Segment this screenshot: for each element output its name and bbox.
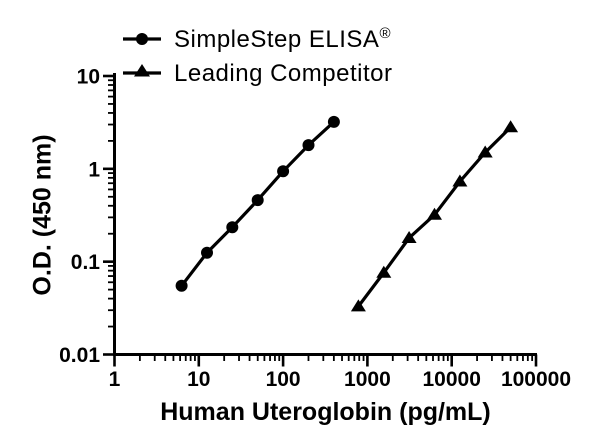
triangle-marker-leading-competitor (401, 231, 417, 243)
circle-series-marker-icon (123, 33, 161, 45)
x-tick-label: 100000 (501, 368, 571, 391)
circle-marker-simplestep-elisa (277, 165, 290, 178)
circle-marker-simplestep-elisa (251, 194, 264, 207)
legend-label-text: Leading Competitor (174, 59, 393, 87)
triangle-marker-leading-competitor (452, 174, 468, 187)
chart-legend: SimpleStep ELISA® Leading Competitor (123, 24, 392, 88)
y-tick-label: 1 (88, 158, 100, 181)
x-tick-label: 1000 (344, 368, 391, 391)
triangle-series-marker-icon (123, 64, 161, 77)
x-tick-label: 100 (266, 368, 301, 391)
y-tick-label: 0.1 (71, 251, 101, 274)
circle-marker-simplestep-elisa (175, 279, 188, 292)
x-tick-label: 10 (187, 368, 210, 391)
y-tick-label: 0.01 (59, 344, 100, 367)
circle-marker-simplestep-elisa (302, 139, 315, 152)
circle-marker-simplestep-elisa (226, 221, 239, 234)
y-tick-label: 10 (77, 66, 100, 89)
triangle-marker-leading-competitor (376, 265, 392, 278)
triangle-marker-leading-competitor (427, 207, 442, 220)
registered-trademark-symbol: ® (379, 24, 391, 42)
circle-marker-simplestep-elisa (327, 115, 340, 128)
legend-label-simplestep: SimpleStep ELISA® (174, 25, 391, 54)
y-axis-title: O.D. (450 nm) (28, 134, 57, 296)
x-tick-label: 1 (109, 368, 121, 391)
circle-marker-simplestep-elisa (201, 246, 213, 259)
legend-item-simplestep: SimpleStep ELISA® (123, 24, 392, 54)
legend-item-competitor: Leading Competitor (123, 58, 392, 88)
triangle-marker-leading-competitor (503, 120, 519, 133)
triangle-marker-leading-competitor (350, 299, 366, 312)
legend-label-competitor: Leading Competitor (174, 59, 392, 88)
legend-label-text: SimpleStep ELISA (174, 25, 380, 53)
x-axis-title: Human Uteroglobin (pg/mL) (160, 398, 491, 426)
triangle-marker-leading-competitor (477, 145, 493, 158)
x-tick-label: 10000 (422, 368, 480, 391)
